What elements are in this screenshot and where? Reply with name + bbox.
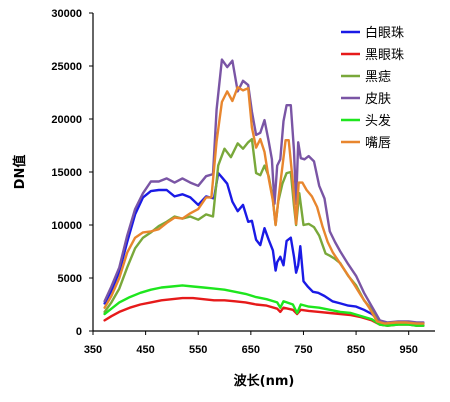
series-line-头发 [103,284,425,327]
x-tick-label: 650 [242,344,260,356]
series-layer [103,58,425,327]
legend-label: 皮肤 [365,92,391,107]
x-tick-label: 450 [136,344,154,356]
axes: 0 5000 10000 15000 20000 25000 30000 350 450 550 6… [51,8,435,356]
series-line-嘴唇 [103,86,425,325]
series-line-皮肤 [103,58,425,324]
legend-label: 白眼珠 [365,25,404,41]
y-tick-label: 20000 [51,114,82,126]
legend-label: 黑痣 [365,69,391,85]
x-axis-title: 波长(nm) [234,373,295,389]
x-tick-label: 950 [400,344,418,356]
x-tick-label: 850 [347,344,365,356]
y-tick-label: 15000 [51,167,82,179]
x-tick-label: 750 [294,344,312,356]
y-tick-label: 25000 [51,61,82,73]
x-tick-label: 550 [189,344,207,356]
series-line-白眼珠 [103,171,425,325]
y-tick-label: 5000 [58,273,82,285]
x-tick-label: 350 [84,344,102,356]
y-tick-label: 30000 [51,8,82,20]
legend-label: 头发 [365,113,391,129]
legend-label: 嘴唇 [365,136,391,151]
y-axis-title: DN值 [12,155,28,190]
y-tick-label: 10000 [51,220,82,232]
y-tick-label: 0 [76,326,82,338]
legend-label: 黑眼珠 [365,48,404,63]
